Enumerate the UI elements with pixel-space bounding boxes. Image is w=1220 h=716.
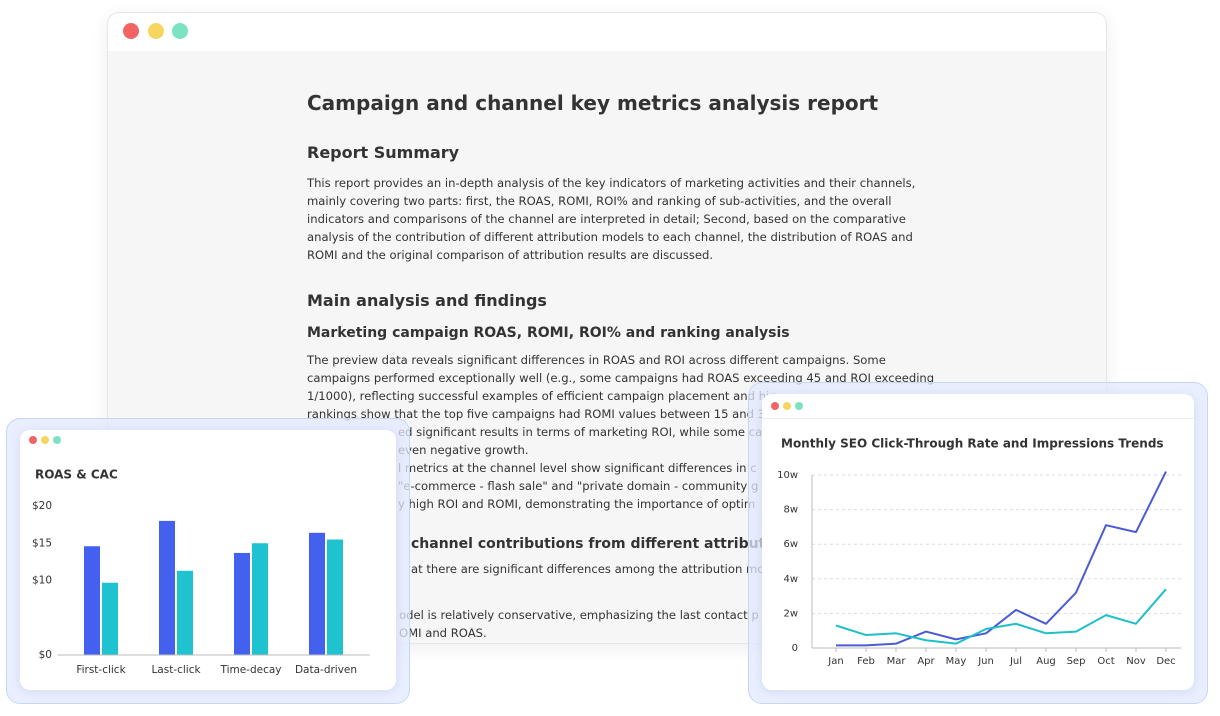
x-tick-label: Feb [857, 656, 875, 667]
heading: Report Summary [307, 143, 460, 162]
chart-card [762, 394, 1194, 690]
x-tick-label: Time-decay [219, 664, 281, 676]
text-line: The preview data reveals significant dif… [307, 353, 886, 367]
bar [177, 570, 193, 655]
text-line: y high ROI and ROMI, demonstrating the i… [398, 497, 756, 511]
title-bar [108, 13, 1106, 51]
bar [309, 532, 325, 655]
text-line: at there are significant differences amo… [411, 562, 772, 576]
x-tick-label: Oct [1097, 656, 1114, 667]
x-tick-label: Sep [1067, 656, 1086, 667]
maximize-dot[interactable] [53, 436, 61, 444]
y-tick-label: 6w [783, 539, 798, 550]
text-line: This report provides an in-depth analysi… [307, 176, 916, 190]
text-line: "e-commerce - flash sale" and "private d… [398, 479, 759, 493]
bar [327, 539, 343, 655]
text-line: ed significant results in terms of marke… [398, 425, 763, 439]
minimize-dot[interactable] [148, 23, 164, 39]
bar [84, 546, 100, 655]
text-line: odel is relatively conservative, emphasi… [399, 608, 759, 622]
text-line: OMI and ROAS. [399, 626, 487, 640]
y-tick-label: $15 [32, 537, 52, 549]
close-dot[interactable] [29, 436, 37, 444]
chart-title: Monthly SEO Click-Through Rate and Impre… [781, 437, 1164, 451]
y-tick-label: $0 [39, 649, 52, 661]
maximize-dot[interactable] [795, 402, 803, 410]
x-tick-label: May [946, 656, 967, 667]
x-tick-label: Jun [977, 656, 994, 667]
y-tick-label: 2w [783, 608, 798, 619]
y-tick-label: 8w [783, 505, 798, 516]
bar [252, 543, 268, 655]
close-dot[interactable] [123, 23, 139, 39]
text-line: rankings show that the top five campaign… [307, 407, 777, 421]
text-line: l metrics at the channel level show sign… [398, 461, 757, 475]
divider [762, 418, 1194, 419]
line-series [835, 588, 1167, 645]
chart-title: ROAS & CAC [35, 468, 118, 482]
x-tick-label: Nov [1126, 656, 1146, 667]
x-tick-label: Last-click [151, 664, 201, 676]
text-line: campaigns performed exceptionally well (… [307, 371, 935, 385]
text-line: analysis of the contribution of differen… [307, 230, 913, 244]
bar [159, 520, 175, 655]
x-tick-label: First-click [76, 664, 126, 676]
x-tick-label: Mar [887, 656, 907, 667]
minimize-dot[interactable] [41, 436, 49, 444]
text-line: indicators and comparisons of the channe… [307, 212, 906, 226]
subheading: channel contributions from different att… [411, 536, 810, 552]
text-line: mainly covering two parts: first, the RO… [307, 194, 892, 208]
x-tick-label: Jan [827, 656, 843, 667]
heading: Main analysis and findings [307, 291, 547, 310]
bar [102, 582, 118, 655]
x-tick-label: Jul [1009, 656, 1022, 667]
maximize-dot[interactable] [172, 23, 188, 39]
y-tick-label: 0 [792, 643, 798, 654]
text-line: 1/1000), reflecting successful examples … [307, 389, 777, 403]
x-tick-label: Apr [917, 656, 935, 667]
text-line: even negative growth. [398, 443, 529, 457]
bar [234, 552, 250, 655]
x-tick-label: Dec [1156, 656, 1175, 667]
minimize-dot[interactable] [783, 402, 791, 410]
x-tick-label: Aug [1036, 656, 1056, 667]
close-dot[interactable] [771, 402, 779, 410]
line-series [836, 471, 1167, 647]
text-line: ROMI and the original comparison of attr… [307, 248, 714, 262]
y-tick-label: 4w [783, 574, 798, 585]
report-title: Campaign and channel key metrics analysi… [307, 91, 879, 115]
subheading: Marketing campaign ROAS, ROMI, ROI% and … [307, 325, 790, 341]
y-tick-label: $10 [32, 575, 52, 587]
y-tick-label: 10w [777, 470, 798, 481]
x-tick-label: Data-driven [295, 664, 357, 676]
y-tick-label: $20 [32, 500, 52, 512]
